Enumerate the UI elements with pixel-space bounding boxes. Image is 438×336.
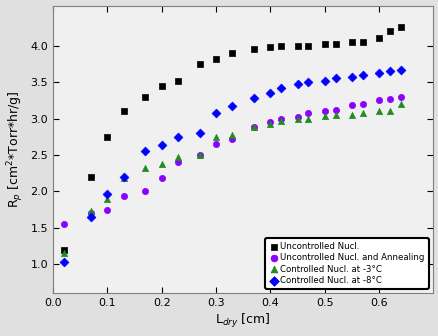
Uncontrolled Nucl. and Annealing [120, 194, 127, 199]
Controlled Nucl. at -3°C [141, 165, 148, 171]
Controlled Nucl. at -3°C [266, 121, 273, 126]
Controlled Nucl. at -8°C [87, 214, 94, 220]
Uncontrolled Nucl. [87, 174, 94, 179]
Controlled Nucl. at -3°C [87, 208, 94, 214]
Controlled Nucl. at -8°C [304, 79, 311, 85]
Controlled Nucl. at -8°C [266, 90, 273, 96]
Uncontrolled Nucl. [174, 78, 181, 83]
Uncontrolled Nucl. [212, 56, 219, 61]
Controlled Nucl. at -3°C [120, 176, 127, 181]
Uncontrolled Nucl. and Annealing [331, 107, 338, 113]
Uncontrolled Nucl. and Annealing [321, 109, 328, 114]
Controlled Nucl. at -8°C [212, 111, 219, 116]
Controlled Nucl. at -8°C [321, 78, 328, 83]
Uncontrolled Nucl. [120, 109, 127, 114]
Uncontrolled Nucl. [158, 83, 165, 88]
Uncontrolled Nucl. and Annealing [293, 114, 300, 120]
Uncontrolled Nucl. [304, 43, 311, 48]
Controlled Nucl. at -3°C [375, 109, 382, 114]
Uncontrolled Nucl. [293, 43, 300, 48]
Controlled Nucl. at -3°C [385, 109, 392, 114]
Controlled Nucl. at -8°C [141, 149, 148, 154]
Uncontrolled Nucl. [228, 50, 235, 56]
Controlled Nucl. at -3°C [348, 112, 355, 118]
Controlled Nucl. at -8°C [120, 174, 127, 179]
Uncontrolled Nucl. and Annealing [87, 211, 94, 216]
Controlled Nucl. at -8°C [196, 130, 203, 136]
Controlled Nucl. at -8°C [396, 67, 403, 72]
Uncontrolled Nucl. [348, 39, 355, 45]
Controlled Nucl. at -3°C [158, 161, 165, 166]
Uncontrolled Nucl. and Annealing [103, 207, 110, 212]
Controlled Nucl. at -3°C [228, 132, 235, 137]
Controlled Nucl. at -3°C [196, 152, 203, 158]
Controlled Nucl. at -3°C [277, 118, 284, 123]
Uncontrolled Nucl. [358, 39, 365, 45]
Controlled Nucl. at -3°C [321, 114, 328, 119]
X-axis label: L$_{dry}$ [cm]: L$_{dry}$ [cm] [215, 312, 270, 330]
Controlled Nucl. at -8°C [331, 76, 338, 81]
Uncontrolled Nucl. [60, 247, 67, 252]
Uncontrolled Nucl. [321, 41, 328, 47]
Controlled Nucl. at -3°C [331, 112, 338, 118]
Controlled Nucl. at -3°C [174, 155, 181, 160]
Uncontrolled Nucl. [277, 43, 284, 48]
Controlled Nucl. at -3°C [212, 134, 219, 139]
Uncontrolled Nucl. [196, 61, 203, 67]
Uncontrolled Nucl. and Annealing [212, 141, 219, 147]
Controlled Nucl. at -8°C [103, 191, 110, 196]
Controlled Nucl. at -8°C [375, 70, 382, 75]
Controlled Nucl. at -8°C [277, 85, 284, 91]
Uncontrolled Nucl. and Annealing [266, 120, 273, 125]
Uncontrolled Nucl. and Annealing [228, 136, 235, 141]
Controlled Nucl. at -8°C [250, 95, 257, 101]
Uncontrolled Nucl. [103, 134, 110, 139]
Uncontrolled Nucl. and Annealing [304, 111, 311, 116]
Uncontrolled Nucl. and Annealing [250, 125, 257, 130]
Uncontrolled Nucl. [385, 28, 392, 34]
Controlled Nucl. at -8°C [293, 82, 300, 87]
Uncontrolled Nucl. and Annealing [396, 94, 403, 99]
Controlled Nucl. at -8°C [60, 259, 67, 265]
Controlled Nucl. at -8°C [358, 72, 365, 78]
Controlled Nucl. at -8°C [385, 69, 392, 74]
Uncontrolled Nucl. and Annealing [174, 160, 181, 165]
Uncontrolled Nucl. and Annealing [196, 152, 203, 158]
Uncontrolled Nucl. and Annealing [158, 176, 165, 181]
Uncontrolled Nucl. [266, 44, 273, 50]
Controlled Nucl. at -8°C [174, 134, 181, 139]
Uncontrolled Nucl. and Annealing [141, 189, 148, 194]
Uncontrolled Nucl. and Annealing [348, 103, 355, 108]
Controlled Nucl. at -3°C [60, 251, 67, 256]
Uncontrolled Nucl. [141, 94, 148, 99]
Legend: Uncontrolled Nucl., Uncontrolled Nucl. and Annealing, Controlled Nucl. at -3°C, : Uncontrolled Nucl., Uncontrolled Nucl. a… [265, 238, 428, 289]
Controlled Nucl. at -3°C [358, 111, 365, 116]
Controlled Nucl. at -8°C [348, 74, 355, 80]
Controlled Nucl. at -3°C [396, 101, 403, 107]
Uncontrolled Nucl. and Annealing [385, 96, 392, 101]
Controlled Nucl. at -8°C [228, 103, 235, 109]
Controlled Nucl. at -3°C [293, 116, 300, 121]
Controlled Nucl. at -3°C [250, 125, 257, 130]
Uncontrolled Nucl. and Annealing [277, 116, 284, 121]
Controlled Nucl. at -3°C [103, 196, 110, 201]
Uncontrolled Nucl. [331, 41, 338, 47]
Controlled Nucl. at -3°C [304, 116, 311, 121]
Uncontrolled Nucl. and Annealing [358, 101, 365, 107]
Uncontrolled Nucl. [396, 25, 403, 30]
Y-axis label: R$_p$ [cm$^2$*Torr*hr/g]: R$_p$ [cm$^2$*Torr*hr/g] [6, 91, 26, 208]
Uncontrolled Nucl. [250, 47, 257, 52]
Controlled Nucl. at -8°C [158, 143, 165, 148]
Uncontrolled Nucl. and Annealing [375, 97, 382, 103]
Uncontrolled Nucl. [375, 36, 382, 41]
Uncontrolled Nucl. and Annealing [60, 221, 67, 227]
